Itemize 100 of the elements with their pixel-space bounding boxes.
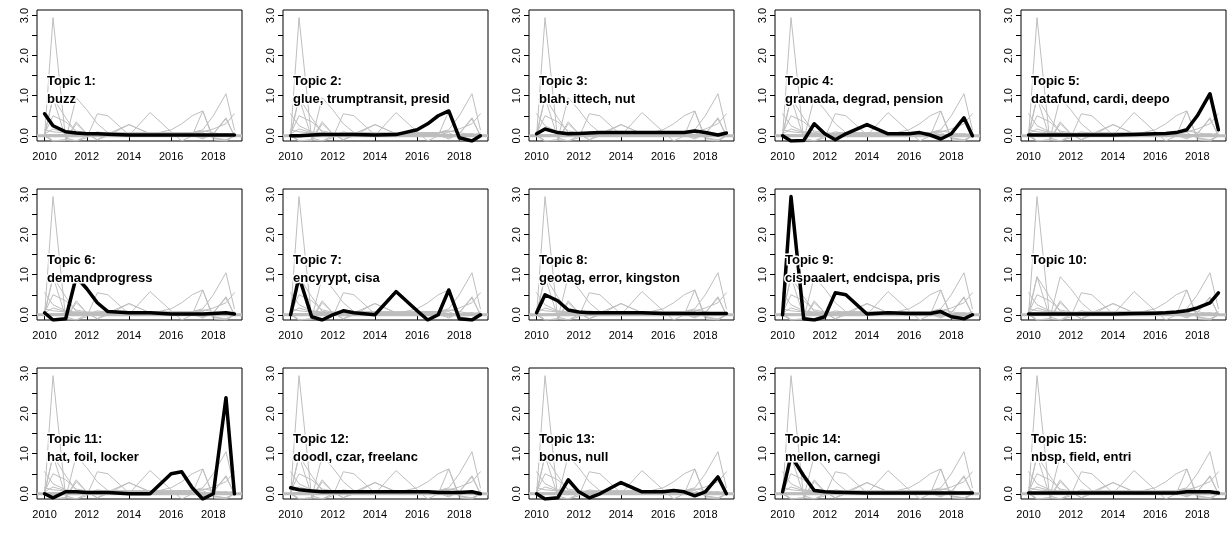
y-tick-label: 3.0 [509,186,522,203]
y-tick-label: 1.0 [755,446,768,462]
y-tick-label: 3.0 [755,186,768,203]
x-tick-label: 2014 [1100,507,1126,520]
y-tick-label: 3.0 [263,7,276,24]
x-tick-label: 2018 [693,149,718,162]
y-tick-label: 0.0 [263,128,276,144]
x-tick-label: 2016 [896,507,922,520]
x-tick-label: 2016 [650,328,676,341]
x-tick-label: 2012 [566,507,592,520]
y-tick-label: 2.0 [509,227,522,243]
text: Topic 12: doodl, czar, freelanc [293,430,418,464]
y-tick-label: 0.0 [755,307,768,323]
y-tick-label: 1.0 [1001,88,1014,104]
y-tick-label: 2.0 [755,48,768,64]
x-tick-label: 2018 [201,149,226,162]
x-tick-label: 2014 [116,507,142,520]
text: Topic 8: geotag, error, kingston [539,251,680,285]
x-tick-label: 2012 [320,328,346,341]
x-tick-label: 2018 [201,507,226,520]
text: Topic 15: nbsp, field, entri [1031,430,1132,464]
x-tick-label: 2014 [362,328,388,341]
y-tick-label: 2.0 [509,406,522,422]
y-tick-label: 0.0 [17,486,30,502]
x-tick-label: 2012 [812,149,838,162]
y-tick-label: 1.0 [263,446,276,462]
x-tick-label: 2010 [770,149,795,162]
y-tick-label: 3.0 [1001,365,1014,382]
x-tick-label: 2014 [1100,149,1126,162]
x-tick-label: 2014 [608,507,634,520]
text: Topic 11: hat, foil, locker [47,430,139,464]
x-tick-label: 2016 [158,328,184,341]
x-tick-label: 2012 [812,507,838,520]
y-tick-label: 0.0 [17,307,30,323]
x-tick-label: 2014 [1100,328,1126,341]
x-tick-label: 2010 [524,149,549,162]
y-tick-label: 1.0 [509,88,522,104]
y-tick-label: 2.0 [17,48,30,64]
x-tick-label: 2018 [693,507,718,520]
y-tick-label: 2.0 [1001,48,1014,64]
x-tick-label: 2010 [770,507,795,520]
x-tick-label: 2014 [362,507,388,520]
x-tick-label: 2014 [854,149,880,162]
x-tick-label: 2016 [158,507,184,520]
y-tick-label: 1.0 [263,88,276,104]
y-tick-label: 3.0 [509,7,522,24]
y-tick-label: 1.0 [1001,446,1014,462]
x-tick-label: 2016 [1142,328,1168,341]
x-tick-label: 2018 [201,328,226,341]
y-tick-label: 2.0 [263,406,276,422]
x-tick-label: 2010 [524,328,549,341]
x-tick-label: 2018 [939,149,964,162]
y-tick-label: 0.0 [1001,128,1014,144]
y-tick-label: 0.0 [1001,486,1014,502]
text: Topic 5: datafund, cardi, deepo [1031,72,1170,106]
x-tick-label: 2018 [693,328,718,341]
x-tick-label: 2010 [1016,328,1041,341]
y-tick-label: 0.0 [509,486,522,502]
y-tick-label: 1.0 [17,88,30,104]
x-tick-label: 2018 [939,328,964,341]
x-tick-label: 2010 [278,328,303,341]
x-tick-label: 2016 [404,149,430,162]
y-tick-label: 3.0 [755,365,768,382]
x-tick-label: 2012 [1058,507,1084,520]
y-tick-label: 3.0 [1001,7,1014,24]
y-tick-label: 2.0 [755,227,768,243]
y-tick-label: 1.0 [1001,267,1014,283]
y-tick-label: 0.0 [1001,307,1014,323]
x-tick-label: 2012 [74,328,100,341]
x-tick-label: 2010 [1016,149,1041,162]
x-tick-label: 2012 [1058,328,1084,341]
x-tick-label: 2012 [566,149,592,162]
y-tick-label: 0.0 [263,486,276,502]
x-tick-label: 2014 [116,328,142,341]
text: Topic 10: [1031,251,1088,267]
x-tick-label: 2018 [447,507,472,520]
x-tick-label: 2010 [524,507,549,520]
y-tick-label: 0.0 [755,128,768,144]
x-tick-label: 2016 [404,328,430,341]
x-tick-label: 2014 [854,328,880,341]
y-tick-label: 1.0 [263,267,276,283]
y-tick-label: 2.0 [17,406,30,422]
y-tick-label: 1.0 [755,88,768,104]
x-tick-label: 2014 [362,149,388,162]
x-tick-label: 2016 [1142,507,1168,520]
y-tick-label: 3.0 [17,365,30,382]
x-tick-label: 2016 [650,507,676,520]
x-tick-label: 2016 [404,507,430,520]
text: Topic 4: granada, degrad, pension [785,72,944,106]
y-tick-label: 1.0 [17,267,30,283]
y-tick-label: 2.0 [1001,406,1014,422]
x-tick-label: 2010 [278,507,303,520]
y-tick-label: 0.0 [263,307,276,323]
y-tick-label: 0.0 [509,128,522,144]
y-tick-label: 2.0 [263,227,276,243]
y-tick-label: 3.0 [17,186,30,203]
text: Topic 6: demandprogress [47,251,153,285]
text: Topic 1: buzz [47,72,96,106]
x-tick-label: 2016 [650,149,676,162]
text: Topic 3: blah, ittech, nut [539,72,636,106]
